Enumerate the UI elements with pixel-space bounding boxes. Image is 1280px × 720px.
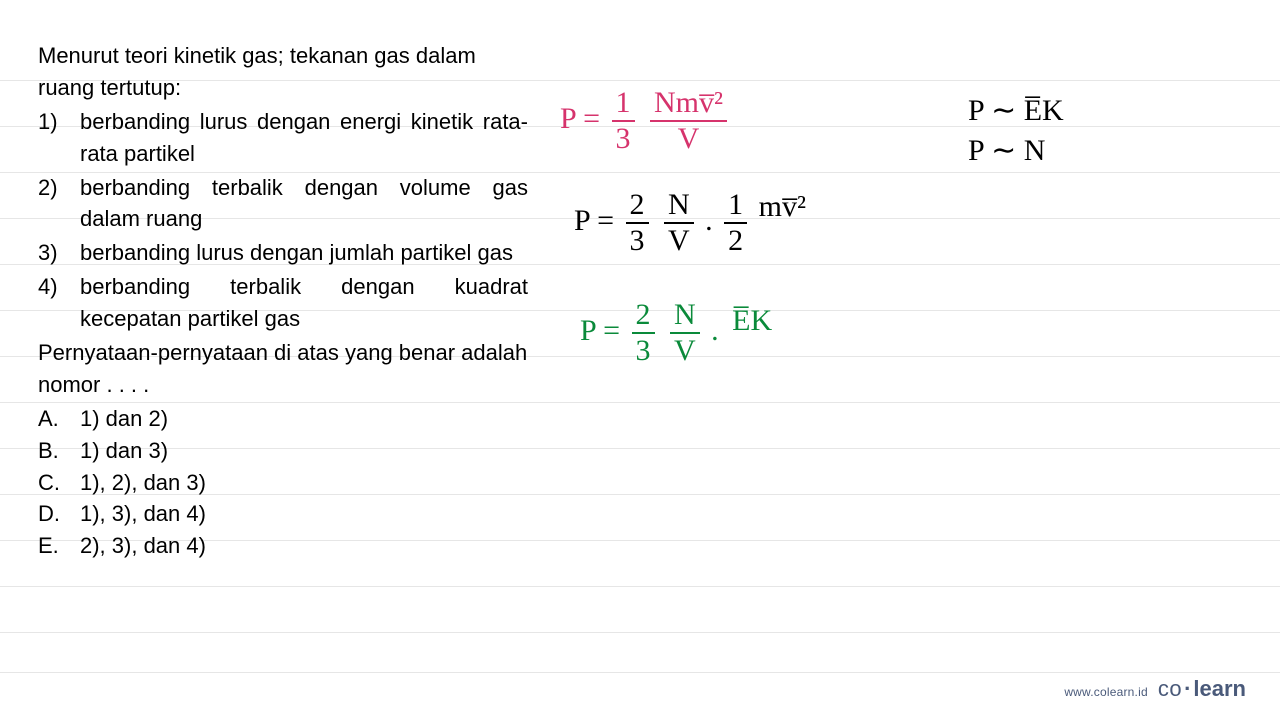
- relation-text: P ∼ E̅K: [968, 94, 1064, 127]
- fraction-bot: 3: [612, 122, 635, 154]
- fraction: 1 3: [612, 88, 635, 154]
- fraction-top: 1: [612, 88, 635, 122]
- answer-choices: A. 1) dan 2) B. 1) dan 3) C. 1), 2), dan…: [38, 403, 528, 562]
- fraction: N V: [664, 190, 694, 256]
- brand-learn: learn: [1193, 676, 1246, 701]
- fraction-bot: 3: [632, 334, 655, 366]
- fraction-bot: V: [674, 122, 704, 154]
- handwritten-equation-1: P = 1 3 Nmv̅² V: [560, 88, 731, 154]
- footer-brand: co·learn: [1158, 676, 1246, 702]
- fraction-top: 2: [626, 190, 649, 224]
- handwritten-equation-3: P = 2 3 N V . E̅K: [580, 300, 772, 366]
- choice-e: E. 2), 3), dan 4): [38, 530, 528, 562]
- eq-tail: E̅K: [732, 304, 772, 337]
- fraction-top: 1: [724, 190, 747, 224]
- item-text: berbanding lurus dengan energi kinetik r…: [80, 106, 528, 170]
- fraction: Nmv̅² V: [650, 88, 727, 154]
- choice-text: 1), 3), dan 4): [80, 498, 206, 530]
- question-item-2: 2) berbanding terbalik dengan volume gas…: [38, 172, 528, 236]
- brand-dot: ·: [1184, 676, 1191, 701]
- fraction-top: N: [664, 190, 694, 224]
- question-item-4: 4) berbanding terbalik dengan kuadrat ke…: [38, 271, 528, 335]
- footer: www.colearn.id co·learn: [1064, 676, 1246, 702]
- choice-letter: D.: [38, 498, 80, 530]
- fraction: 2 3: [626, 190, 649, 256]
- fraction-bot: V: [670, 334, 700, 366]
- eq-lead: P =: [580, 314, 620, 347]
- item-text: berbanding lurus dengan jumlah partikel …: [80, 237, 528, 269]
- question-item-3: 3) berbanding lurus dengan jumlah partik…: [38, 237, 528, 269]
- item-number: 1): [38, 106, 80, 170]
- brand-co: co: [1158, 676, 1182, 701]
- choice-text: 2), 3), dan 4): [80, 530, 206, 562]
- question-items: 1) berbanding lurus dengan energi kineti…: [38, 106, 528, 335]
- dot: .: [705, 204, 713, 237]
- page-root: Menurut teori kinetik gas; tekanan gas d…: [0, 0, 1280, 720]
- item-number: 2): [38, 172, 80, 236]
- question-prompt: Pernyataan-pernyataan di atas yang benar…: [38, 337, 528, 401]
- question-item-1: 1) berbanding lurus dengan energi kineti…: [38, 106, 528, 170]
- item-number: 3): [38, 237, 80, 269]
- eq-tail: mv̅²: [759, 190, 806, 223]
- handwritten-relation-1: P ∼ E̅K: [968, 96, 1064, 126]
- choice-letter: C.: [38, 467, 80, 499]
- choice-text: 1) dan 2): [80, 403, 168, 435]
- eq-lead: P =: [574, 204, 614, 237]
- question-block: Menurut teori kinetik gas; tekanan gas d…: [38, 40, 528, 562]
- fraction-bot: 3: [626, 224, 649, 256]
- dot: .: [711, 314, 719, 347]
- choice-text: 1), 2), dan 3): [80, 467, 206, 499]
- fraction: 1 2: [724, 190, 747, 256]
- choice-letter: E.: [38, 530, 80, 562]
- item-number: 4): [38, 271, 80, 335]
- choice-a: A. 1) dan 2): [38, 403, 528, 435]
- fraction-bot: V: [664, 224, 694, 256]
- item-text: berbanding terbalik dengan kuadrat kecep…: [80, 271, 528, 335]
- fraction-top: 2: [632, 300, 655, 334]
- choice-letter: A.: [38, 403, 80, 435]
- relation-text: P ∼ N: [968, 134, 1045, 167]
- question-intro: Menurut teori kinetik gas; tekanan gas d…: [38, 40, 528, 104]
- choice-text: 1) dan 3): [80, 435, 168, 467]
- handwritten-equation-2: P = 2 3 N V . 1 2 mv̅²: [574, 190, 806, 256]
- footer-url: www.colearn.id: [1064, 685, 1148, 699]
- item-text: berbanding terbalik dengan volume gas da…: [80, 172, 528, 236]
- fraction-top: N: [670, 300, 700, 334]
- fraction: N V: [670, 300, 700, 366]
- fraction-top: Nmv̅²: [650, 88, 727, 122]
- choice-b: B. 1) dan 3): [38, 435, 528, 467]
- fraction-bot: 2: [724, 224, 747, 256]
- fraction: 2 3: [632, 300, 655, 366]
- choice-d: D. 1), 3), dan 4): [38, 498, 528, 530]
- handwritten-relation-2: P ∼ N: [968, 136, 1045, 166]
- eq-lead: P =: [560, 102, 600, 135]
- choice-c: C. 1), 2), dan 3): [38, 467, 528, 499]
- choice-letter: B.: [38, 435, 80, 467]
